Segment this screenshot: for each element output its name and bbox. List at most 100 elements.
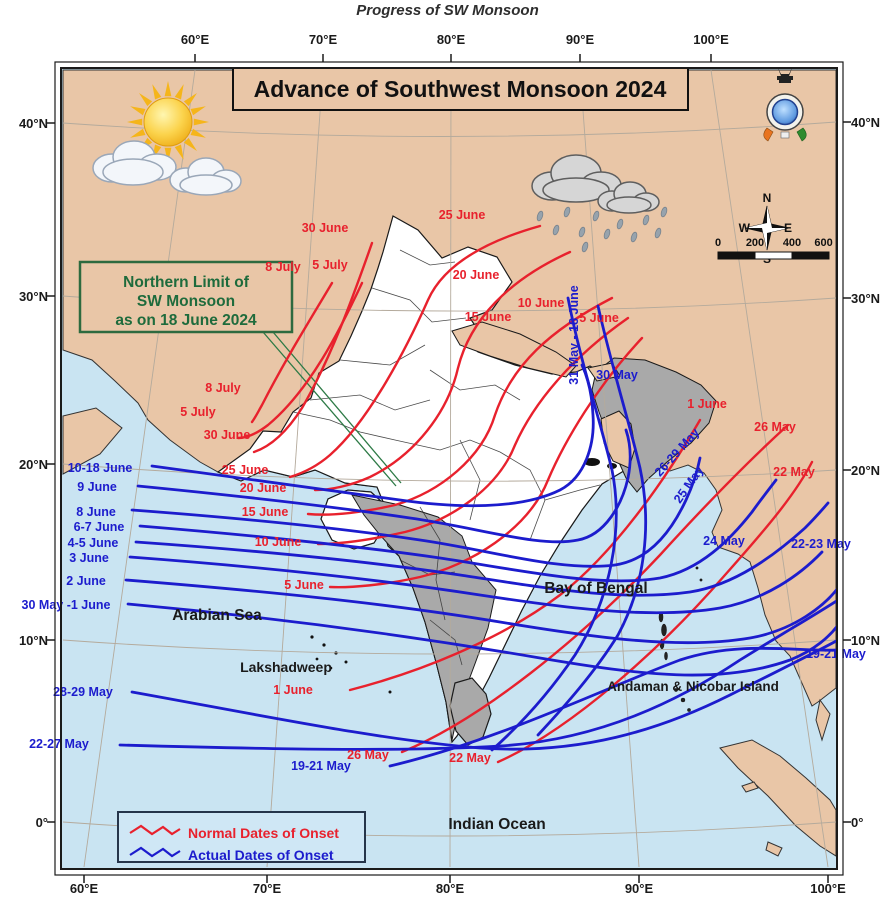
map-frame-inner [60, 67, 838, 870]
graticule-line [62, 639, 836, 655]
sun-ray [190, 128, 206, 138]
latitude-label-left: 0° [36, 815, 48, 830]
actual-onset-date-label: 8 June [76, 505, 116, 519]
sun-ray [190, 106, 206, 116]
actual-onset-date-label: 22-23 May [791, 537, 851, 551]
longitude-label-bottom: 60°E [70, 881, 99, 896]
svg-text:0: 0 [715, 237, 721, 249]
graticule-line [83, 69, 196, 868]
sea-label: Bay of Bengal [544, 580, 647, 597]
normal-onset-date-label: 1 June [687, 397, 727, 411]
normal-onset-date-label: 8 July [205, 381, 240, 395]
small-islands [741, 698, 831, 857]
actual-onset-date-label: 2 June [66, 574, 106, 588]
rain-drop-icon [536, 210, 544, 222]
svg-text:Northern Limit of: Northern Limit of [123, 274, 250, 291]
graticule-line [449, 69, 452, 868]
rain-drop-icon [552, 224, 560, 236]
rain-drop-icon [592, 210, 600, 222]
sun-ray [183, 93, 197, 107]
longitude-label-bottom: 100°E [810, 881, 846, 896]
sea-label: Arabian Sea [172, 607, 262, 624]
actual-onset-date-label: 22-27 May [29, 737, 89, 751]
sun-ray [174, 84, 184, 100]
rain-drop-icon [630, 231, 638, 243]
normal-onset-date-label: 22 May [773, 465, 815, 479]
normal-onset-date-label: 25 June [439, 208, 486, 222]
sun-ray [130, 128, 146, 138]
sun-ray [193, 118, 209, 126]
imd-logo [763, 69, 807, 142]
normal-onset-date-label: 25 June [222, 463, 269, 477]
actual-onset-date-label: 24 May [703, 534, 745, 548]
actual-onset-date-label: 10-18 June [68, 461, 133, 475]
sumatra-island [719, 739, 836, 857]
longitude-label-top: 60°E [181, 32, 210, 47]
latitude-label-left: 20°N [19, 457, 48, 472]
normal-onset-date-label: 5 June [284, 578, 324, 592]
page-title: Progress of SW Monsoon [356, 2, 539, 19]
rain-drop-icon [616, 218, 624, 230]
normal-onset-date-label: 20 June [453, 268, 500, 282]
sun-cloud-icon [92, 81, 242, 196]
rain-cloud-icon [531, 154, 668, 253]
compass-n: N [763, 191, 772, 205]
rain-drop-icon [581, 241, 589, 253]
sea-label: Andaman & Nicobar Island [607, 679, 779, 694]
sun-ray [174, 144, 184, 160]
axis-labels: 60°E 70°E 80°E 90°E 100°E 60°E 70°E 80°E 90°E 100… [19, 32, 880, 896]
longitude-label-bottom: 80°E [436, 881, 465, 896]
map-legend: Normal Dates of Onset Actual Dates of On… [117, 811, 366, 863]
sea-labels: Arabian Sea Lakshadweep Bay of Bengal Andam… [172, 580, 779, 833]
latitude-label-right: 30°N [851, 291, 880, 306]
map-title-box: Advance of Southwest Monsoon 2024 [232, 69, 689, 111]
longitude-label-bottom: 90°E [625, 881, 654, 896]
longitude-label-top: 100°E [693, 32, 729, 47]
longitude-label-bottom: 70°E [253, 881, 282, 896]
sun-ray [127, 118, 143, 126]
compass-e: E [784, 221, 792, 235]
normal-onset-date-label: 10 June [518, 296, 565, 310]
normal-onset-date-label: 30 June [204, 428, 251, 442]
graticule-line [62, 463, 836, 482]
rain-drop-icon [660, 206, 668, 218]
svg-text:200: 200 [746, 237, 764, 249]
graticule-line [710, 69, 829, 868]
normal-onset-date-label: 8 July [265, 260, 300, 274]
latitude-label-right: 0° [851, 815, 863, 830]
actual-onset-isochrones [118, 296, 836, 768]
sun-ray [164, 147, 172, 163]
actual-onset-date-label: 30 May [596, 368, 638, 382]
normal-onset-date-label: 10 June [255, 535, 302, 549]
nepal [451, 321, 577, 378]
svg-text:as on 18 June 2024: as on 18 June 2024 [115, 312, 257, 329]
sun-ray [164, 81, 172, 97]
map-frame-outer [54, 61, 844, 876]
latitude-label-right: 40°N [851, 115, 880, 130]
ashoka-emblem-icon [777, 69, 793, 83]
normal-onset-date-label: 22 May [449, 751, 491, 765]
longitude-label-top: 90°E [566, 32, 595, 47]
actual-onset-date-label: 28-29 May [53, 685, 113, 699]
actual-line-sample [129, 846, 181, 858]
scale-bar: 0 200 400 600 km [715, 237, 852, 260]
svg-text:600 km: 600 km [814, 237, 852, 249]
actual-onset-date-label: 3 June [69, 551, 109, 565]
latitude-label-right: 20°N [851, 463, 880, 478]
normal-onset-date-label: 26 May [347, 748, 389, 762]
normal-onset-date-label: 1 June [273, 683, 313, 697]
actual-onset-date-label: 30 May -1 June [22, 598, 111, 612]
normal-onset-date-label: 26 May [754, 420, 796, 434]
axis-ticks [47, 54, 851, 883]
latitude-label-right: 10°N [851, 633, 880, 648]
svg-text:400: 400 [783, 237, 801, 249]
normal-onset-date-label: 5 July [312, 258, 347, 272]
actual-onset-date-label: 4-5 June [68, 536, 119, 550]
map-title: Advance of Southwest Monsoon 2024 [254, 76, 667, 102]
normal-onset-labels: 25 June 30 June 8 July 5 July 20 June 10 June… [180, 208, 815, 765]
latitude-label-left: 40°N [19, 116, 48, 131]
actual-onset-date-label: 6-7 June [74, 520, 125, 534]
normal-onset-date-label: 15 June [465, 310, 512, 324]
